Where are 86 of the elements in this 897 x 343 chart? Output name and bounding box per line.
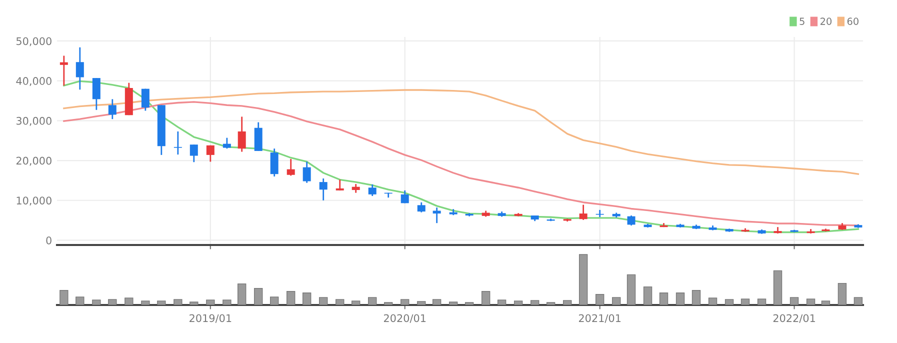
- y-tick-label: 50,000: [16, 37, 52, 46]
- candlestick: [302, 161, 311, 184]
- bar: [530, 300, 540, 305]
- candlestick: [76, 46, 84, 90]
- bar: [773, 270, 782, 305]
- bar: [286, 291, 296, 305]
- y-tick-label: 0: [46, 236, 52, 244]
- y-tick-label: 20,000: [16, 156, 52, 166]
- x-tick-label: 2022/01: [773, 314, 815, 323]
- bar: [595, 294, 604, 305]
- bar: [626, 274, 636, 305]
- candlestick: [336, 178, 344, 192]
- bar: [174, 299, 182, 305]
- candlestick: [222, 137, 231, 150]
- candlestick: [417, 202, 426, 214]
- bar: [514, 300, 523, 305]
- line-series: [63, 89, 860, 175]
- bar: [92, 300, 101, 305]
- bar: [108, 299, 117, 305]
- y-tick-label: 10,000: [16, 196, 52, 206]
- candlestick: [108, 98, 116, 120]
- bar: [76, 296, 84, 305]
- candlestick: [92, 77, 100, 111]
- bar: [676, 292, 685, 305]
- bar: [464, 302, 474, 305]
- candlestick: [368, 184, 376, 197]
- bar: [612, 297, 621, 305]
- bar: [659, 292, 668, 305]
- bar: [400, 299, 410, 305]
- bar: [254, 288, 263, 305]
- bar: [708, 298, 718, 305]
- bar: [562, 300, 572, 305]
- candlestick: [60, 55, 68, 86]
- bar: [740, 298, 750, 305]
- bar: [838, 282, 847, 305]
- bar: [157, 300, 166, 305]
- bar: [481, 291, 490, 305]
- bar: [432, 299, 442, 305]
- bar: [546, 302, 556, 305]
- bar: [141, 300, 150, 305]
- bar: [806, 298, 816, 305]
- candlestick: [319, 178, 328, 202]
- bar: [319, 297, 328, 305]
- candlestick: [579, 204, 588, 221]
- candlestick: [432, 206, 441, 224]
- candlestick: [254, 122, 262, 152]
- x-tick-label: 2019/01: [190, 314, 232, 323]
- candlestick: [286, 158, 295, 176]
- bar: [206, 300, 215, 305]
- bar: [692, 290, 701, 305]
- bar: [238, 283, 246, 305]
- candlestick: [627, 214, 636, 226]
- bar: [757, 298, 766, 305]
- bar: [352, 300, 360, 305]
- bar: [384, 302, 393, 305]
- bar: [448, 302, 458, 305]
- candlestick: [238, 116, 246, 152]
- bar: [190, 302, 198, 305]
- bar: [821, 300, 830, 305]
- bar: [336, 299, 344, 305]
- y-tick-label: 30,000: [16, 116, 52, 126]
- x-tick-label: 2021/01: [578, 314, 621, 323]
- bar: [124, 298, 134, 305]
- bar: [643, 286, 652, 305]
- bar: [302, 292, 312, 305]
- legend-label: 20: [820, 18, 832, 25]
- candlestick: [400, 190, 409, 204]
- bar: [60, 290, 68, 305]
- bar: [497, 300, 506, 305]
- bar: [368, 297, 377, 305]
- bar: [854, 297, 863, 305]
- legend-label: 60: [847, 18, 858, 25]
- candlestick: [270, 148, 278, 178]
- bar: [578, 254, 588, 305]
- bar: [270, 296, 279, 305]
- bar: [724, 299, 734, 305]
- candlestick: [206, 144, 214, 162]
- x-tick-label: 2020/01: [384, 314, 426, 323]
- bar: [417, 301, 426, 305]
- legend-label: 5: [800, 18, 804, 25]
- bar: [222, 300, 232, 305]
- candlestick: [174, 130, 182, 156]
- y-tick-label: 40,000: [16, 77, 52, 86]
- bar: [790, 297, 799, 305]
- candlestick: [141, 88, 150, 112]
- candlestick: [190, 144, 198, 163]
